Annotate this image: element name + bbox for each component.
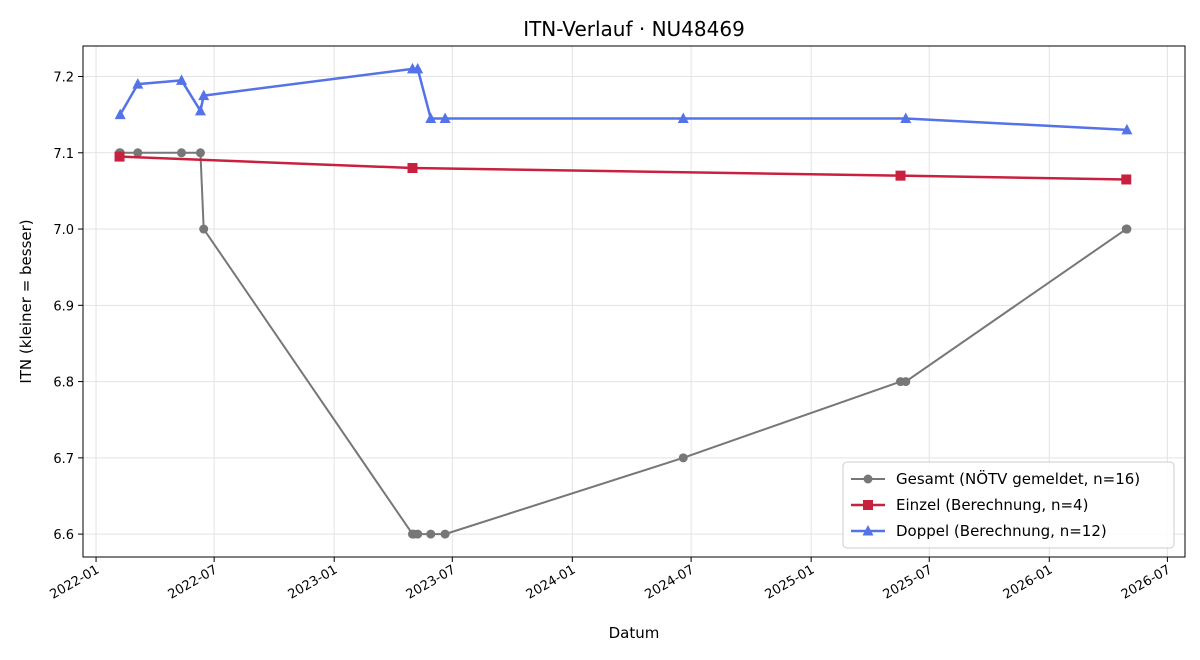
data-point [413, 529, 423, 539]
data-point [901, 377, 911, 387]
data-point [426, 529, 436, 539]
data-point [425, 112, 437, 123]
x-axis-title: Datum [609, 624, 660, 642]
data-point [194, 104, 206, 116]
series-doppel [114, 62, 1133, 135]
data-point [132, 78, 144, 89]
data-point [195, 148, 205, 158]
data-point [440, 529, 450, 539]
plot-frame [82, 45, 1186, 558]
x-tick-label: 2023-07 [404, 562, 459, 602]
data-point [439, 112, 451, 123]
series-line [119, 155, 1127, 181]
y-tick-label: 6.6 [53, 528, 74, 543]
data-point [900, 112, 912, 123]
data-point [198, 89, 210, 101]
x-tick-label: 2023-01 [286, 562, 341, 602]
data-point [678, 453, 688, 463]
series-gesamt [115, 148, 1132, 539]
data-point [1122, 224, 1132, 234]
grid-lines [83, 46, 1185, 557]
x-tick-label: 2025-07 [881, 562, 936, 602]
data-point [412, 62, 424, 74]
legend-label: Gesamt (NÖTV gemeldet, n=16) [896, 469, 1140, 488]
x-tick-label: 2026-01 [1001, 562, 1056, 602]
legend-label: Einzel (Berechnung, n=4) [896, 496, 1088, 514]
legend-label: Doppel (Berechnung, n=12) [896, 522, 1107, 540]
data-point [1121, 174, 1132, 185]
series-lines [114, 62, 1133, 539]
y-tick-label: 6.9 [53, 299, 74, 314]
y-tick-label: 6.8 [53, 376, 74, 391]
x-tick-label: 2025-01 [763, 562, 818, 602]
x-tick-label: 2022-01 [47, 562, 102, 602]
data-point [677, 112, 689, 123]
chart-title: ITN-Verlauf · NU48469 [523, 17, 745, 41]
data-point [114, 151, 125, 162]
data-point [114, 108, 126, 120]
legend-marker [863, 500, 873, 510]
legend-box [842, 461, 1175, 549]
x-tick-label: 2022-07 [166, 562, 221, 602]
x-tick-label: 2024-07 [643, 562, 698, 602]
y-tick-label: 7.1 [53, 147, 74, 162]
legend-marker [862, 525, 874, 536]
series-line [119, 67, 1127, 132]
data-point [176, 74, 188, 85]
data-point [895, 170, 906, 181]
y-axis-title: ITN (kleiner = besser) [17, 219, 35, 383]
x-tick-label: 2026-07 [1119, 562, 1174, 602]
series-einzel [114, 151, 1132, 185]
data-point [407, 163, 418, 174]
legend-marker [863, 474, 873, 484]
y-tick-label: 7.0 [53, 223, 74, 238]
y-tick-label: 6.7 [53, 452, 74, 467]
x-tick-label: 2024-01 [524, 562, 579, 602]
data-point [133, 148, 143, 158]
data-point [177, 148, 187, 158]
data-point [199, 224, 209, 234]
data-point [1121, 123, 1133, 135]
y-tick-label: 7.2 [53, 71, 74, 86]
legend: Gesamt (NÖTV gemeldet, n=16) Einzel (Bere… [842, 461, 1175, 549]
